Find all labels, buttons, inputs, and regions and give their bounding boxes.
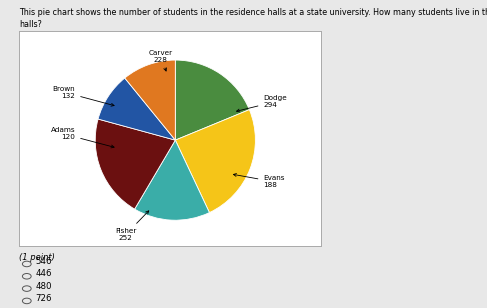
Text: Dodge
294: Dodge 294 <box>237 95 287 112</box>
Text: 446: 446 <box>35 270 52 278</box>
Wedge shape <box>175 110 255 213</box>
Text: 726: 726 <box>35 294 52 303</box>
Wedge shape <box>134 140 209 220</box>
Wedge shape <box>95 119 175 209</box>
Text: Carver
228: Carver 228 <box>149 50 173 71</box>
Text: This pie chart shows the number of students in the residence halls at a state un: This pie chart shows the number of stude… <box>19 8 487 17</box>
Text: Adams
120: Adams 120 <box>51 127 114 148</box>
Wedge shape <box>98 78 175 140</box>
Text: halls?: halls? <box>19 20 42 29</box>
Text: Evans
188: Evans 188 <box>233 173 285 188</box>
Wedge shape <box>125 60 175 140</box>
Text: 546: 546 <box>35 257 52 266</box>
Text: Brown
132: Brown 132 <box>53 86 114 106</box>
Text: (1 point): (1 point) <box>19 253 56 261</box>
Wedge shape <box>175 60 249 140</box>
Text: 480: 480 <box>35 282 52 291</box>
Text: Fisher
252: Fisher 252 <box>115 211 149 241</box>
